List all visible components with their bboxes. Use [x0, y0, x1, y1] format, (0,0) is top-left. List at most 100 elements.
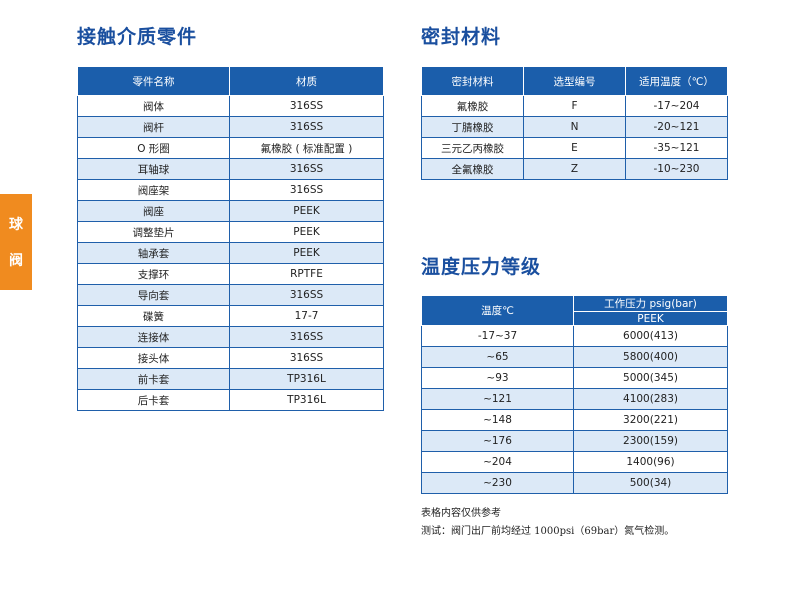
- table-row: 阀杆 316SS: [77, 116, 384, 138]
- part-name-cell: 耳轴球: [77, 158, 230, 180]
- pressure-cell: 6000(413): [573, 325, 728, 347]
- part-name-cell: 后卡套: [77, 389, 230, 411]
- material-cell: PEEK: [229, 221, 384, 243]
- seal-material-title: 密封材料: [421, 26, 502, 48]
- temperature-cell: ~65: [421, 346, 574, 368]
- material-cell: RPTFE: [229, 263, 384, 285]
- column-header-seal-material: 密封材料: [421, 66, 524, 96]
- part-name-cell: 碟簧: [77, 305, 230, 327]
- pressure-cell: 2300(159): [573, 430, 728, 452]
- pressure-cell: 4100(283): [573, 388, 728, 410]
- column-header-material: 材质: [229, 66, 384, 96]
- column-header-temperature: 温度℃: [421, 295, 574, 326]
- part-name-cell: 前卡套: [77, 368, 230, 390]
- part-name-cell: 接头体: [77, 347, 230, 369]
- selection-code-cell: F: [523, 95, 626, 117]
- table-row: 阀座 PEEK: [77, 200, 384, 222]
- table-row: 丁腈橡胶 N -20~121: [421, 116, 728, 138]
- seal-material-cell: 三元乙丙橡胶: [421, 137, 524, 159]
- pressure-rating-title: 温度压力等级: [421, 256, 542, 278]
- column-header-selection-code: 选型编号: [523, 66, 626, 96]
- column-header-part-name: 零件名称: [77, 66, 230, 96]
- contact-media-title: 接触介质零件: [77, 26, 198, 48]
- material-cell: PEEK: [229, 200, 384, 222]
- pressure-cell: 1400(96): [573, 451, 728, 473]
- side-tab-char-1: 球: [9, 217, 23, 233]
- part-name-cell: 调整垫片: [77, 221, 230, 243]
- part-name-cell: 导向套: [77, 284, 230, 306]
- part-name-cell: 阀杆: [77, 116, 230, 138]
- temperature-cell: ~176: [421, 430, 574, 452]
- part-name-cell: 阀座架: [77, 179, 230, 201]
- temperature-range-cell: -10~230: [625, 158, 728, 180]
- table-row: 连接体 316SS: [77, 326, 384, 348]
- column-header-temperature-range: 适用温度（℃）: [625, 66, 728, 96]
- table-row: ~230 500(34): [421, 472, 728, 494]
- material-cell: 316SS: [229, 116, 384, 138]
- table-row: ~121 4100(283): [421, 388, 728, 410]
- table-row: 氟橡胶 F -17~204: [421, 95, 728, 117]
- pressure-cell: 5800(400): [573, 346, 728, 368]
- temperature-range-cell: -17~204: [625, 95, 728, 117]
- table-row: O 形圈 氟橡胶 ( 标准配置 ): [77, 137, 384, 159]
- seal-material-cell: 氟橡胶: [421, 95, 524, 117]
- pressure-rating-table: 温度℃ 工作压力 psig(bar) PEEK -17~37 6000(413) ~…: [421, 295, 728, 494]
- temperature-range-cell: -35~121: [625, 137, 728, 159]
- material-cell: TP316L: [229, 389, 384, 411]
- table-row: 三元乙丙橡胶 E -35~121: [421, 137, 728, 159]
- part-name-cell: 轴承套: [77, 242, 230, 264]
- temperature-cell: ~148: [421, 409, 574, 431]
- seal-material-table: 密封材料 选型编号 适用温度（℃） 氟橡胶 F -17~204 丁腈橡胶 N -20~12…: [421, 66, 728, 180]
- material-cell: 氟橡胶 ( 标准配置 ): [229, 137, 384, 159]
- material-cell: 316SS: [229, 95, 384, 117]
- material-cell: 316SS: [229, 179, 384, 201]
- table-row: ~65 5800(400): [421, 346, 728, 368]
- temperature-cell: ~121: [421, 388, 574, 410]
- temperature-cell: ~93: [421, 367, 574, 389]
- temperature-cell: ~230: [421, 472, 574, 494]
- table-row: 阀座架 316SS: [77, 179, 384, 201]
- side-tab-char-2: 阀: [9, 253, 23, 269]
- material-cell: 316SS: [229, 347, 384, 369]
- side-category-tab: 球 阀: [0, 194, 32, 290]
- table-row: 支撑环 RPTFE: [77, 263, 384, 285]
- table-row: ~204 1400(96): [421, 451, 728, 473]
- material-cell: 316SS: [229, 158, 384, 180]
- pressure-cell: 5000(345): [573, 367, 728, 389]
- table-row: 接头体 316SS: [77, 347, 384, 369]
- column-header-working-pressure: 工作压力 psig(bar): [573, 295, 728, 312]
- pressure-cell: 500(34): [573, 472, 728, 494]
- part-name-cell: O 形圈: [77, 137, 230, 159]
- material-cell: 316SS: [229, 326, 384, 348]
- temperature-range-cell: -20~121: [625, 116, 728, 138]
- selection-code-cell: N: [523, 116, 626, 138]
- table-row: 阀体 316SS: [77, 95, 384, 117]
- table-row: ~93 5000(345): [421, 367, 728, 389]
- material-cell: TP316L: [229, 368, 384, 390]
- material-cell: 316SS: [229, 284, 384, 306]
- part-name-cell: 阀体: [77, 95, 230, 117]
- selection-code-cell: E: [523, 137, 626, 159]
- material-cell: 17-7: [229, 305, 384, 327]
- table-row: 耳轴球 316SS: [77, 158, 384, 180]
- table-row: ~176 2300(159): [421, 430, 728, 452]
- table-row: 全氟橡胶 Z -10~230: [421, 158, 728, 180]
- contact-media-table: 零件名称 材质 阀体 316SS 阀杆 316SS O 形圈 氟橡胶 ( 标准配置 ) 耳轴…: [77, 66, 384, 411]
- seal-material-cell: 丁腈橡胶: [421, 116, 524, 138]
- column-header-peek: PEEK: [573, 311, 728, 326]
- table-row: 碟簧 17-7: [77, 305, 384, 327]
- note-test: 测试：阀门出厂前均经过 1000psi（69bar）氮气检测。: [421, 526, 675, 537]
- table-row: ~148 3200(221): [421, 409, 728, 431]
- table-row: -17~37 6000(413): [421, 325, 728, 347]
- seal-material-cell: 全氟橡胶: [421, 158, 524, 180]
- part-name-cell: 支撑环: [77, 263, 230, 285]
- pressure-cell: 3200(221): [573, 409, 728, 431]
- table-row: 前卡套 TP316L: [77, 368, 384, 390]
- selection-code-cell: Z: [523, 158, 626, 180]
- temperature-cell: -17~37: [421, 325, 574, 347]
- note-reference: 表格内容仅供参考: [421, 508, 501, 519]
- material-cell: PEEK: [229, 242, 384, 264]
- table-row: 导向套 316SS: [77, 284, 384, 306]
- table-row: 后卡套 TP316L: [77, 389, 384, 411]
- table-row: 调整垫片 PEEK: [77, 221, 384, 243]
